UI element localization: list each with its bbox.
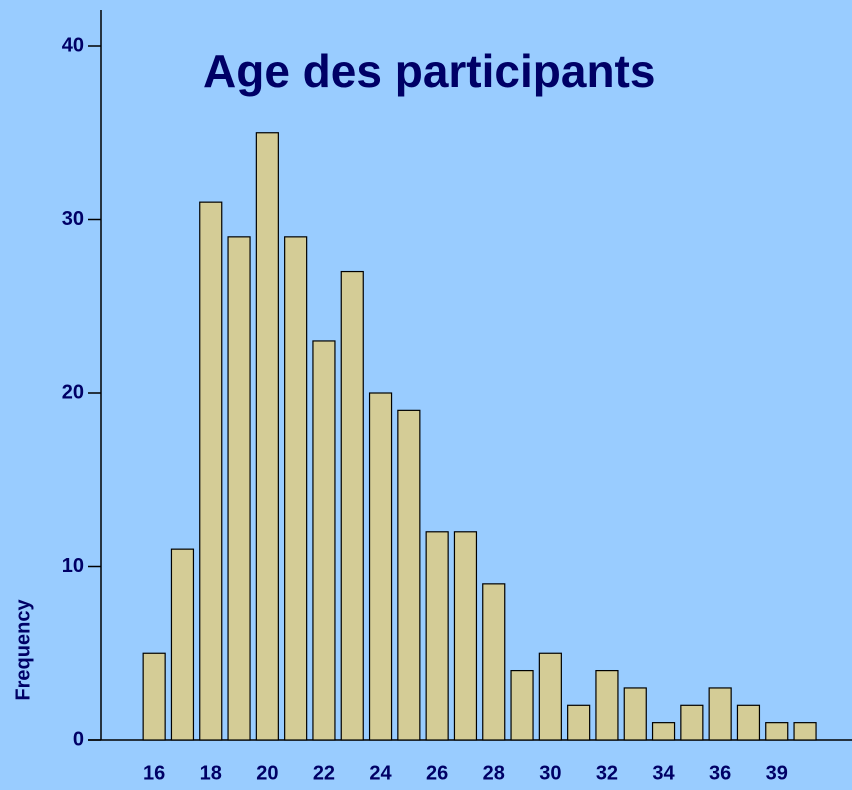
y-tick-label: 0 (73, 728, 84, 750)
bar (680, 704, 704, 741)
y-axis-label: Frequency (12, 599, 34, 701)
x-tick-label: 30 (539, 762, 561, 784)
x-tick-label: 20 (256, 762, 278, 784)
bar (765, 722, 789, 741)
bar (708, 687, 732, 741)
x-tick-label: 39 (766, 762, 788, 784)
y-tick-label: 20 (62, 381, 84, 403)
bar (425, 531, 449, 741)
x-tick-label: 28 (483, 762, 505, 784)
bar (567, 704, 591, 741)
bar (227, 236, 251, 741)
bar (793, 722, 817, 741)
bar (255, 132, 279, 741)
x-tick-label: 22 (313, 762, 335, 784)
bar (482, 583, 506, 741)
bar (199, 201, 223, 741)
y-tick-label: 40 (62, 34, 84, 56)
y-tick-label: 10 (62, 555, 84, 577)
bar (340, 270, 364, 741)
bar (368, 392, 393, 741)
x-tick-label: 16 (143, 762, 165, 784)
bar (595, 669, 619, 741)
bar (397, 409, 421, 741)
bar (312, 340, 336, 741)
x-tick-label: 32 (596, 762, 618, 784)
x-tick-label: 36 (709, 762, 731, 784)
bar (736, 704, 761, 741)
x-tick-label: 26 (426, 762, 448, 784)
bar (170, 548, 195, 741)
chart-title: Age des participants (203, 45, 655, 97)
x-tick-label: 34 (652, 762, 675, 784)
bar (538, 652, 562, 741)
bar (510, 669, 534, 741)
x-tick-label: 24 (369, 762, 392, 784)
bar (623, 687, 647, 741)
bar (142, 652, 166, 741)
y-tick-label: 30 (62, 208, 84, 230)
x-tick-label: 18 (200, 762, 222, 784)
bar (284, 236, 308, 741)
bar (651, 722, 676, 741)
bar (453, 531, 478, 741)
